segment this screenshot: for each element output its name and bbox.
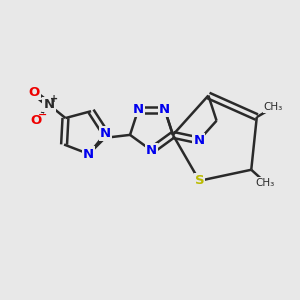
Text: N: N [83,148,94,160]
Text: N: N [133,103,144,116]
Text: O: O [31,114,42,127]
Text: N: N [146,144,157,157]
Text: −: − [38,110,47,120]
Text: N: N [44,98,55,111]
Text: N: N [159,103,170,116]
Text: CH₃: CH₃ [256,178,275,188]
Text: +: + [50,94,58,104]
Text: S: S [195,174,204,187]
Text: O: O [28,86,40,99]
Text: CH₃: CH₃ [264,103,283,112]
Text: N: N [193,134,204,147]
Text: N: N [100,127,111,140]
